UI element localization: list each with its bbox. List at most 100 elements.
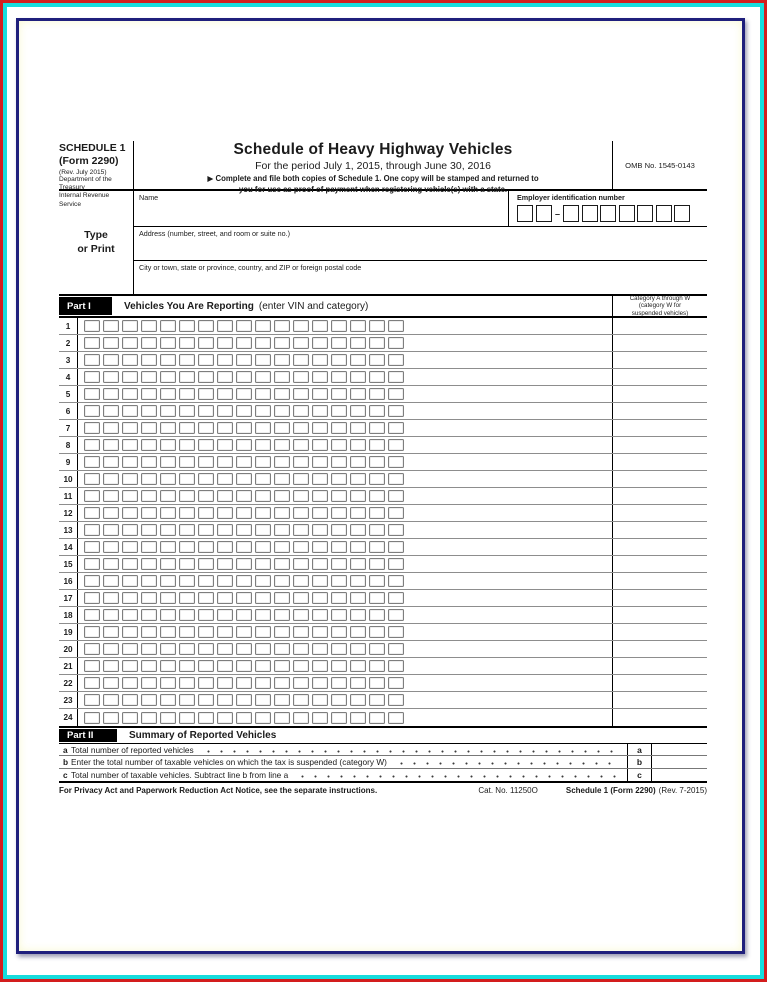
category-cell[interactable] xyxy=(612,590,707,606)
vin-character-box[interactable] xyxy=(84,337,100,349)
vin-character-box[interactable] xyxy=(274,575,290,587)
vin-character-box[interactable] xyxy=(103,473,119,485)
vin-character-box[interactable] xyxy=(255,320,271,332)
vin-character-box[interactable] xyxy=(293,490,309,502)
category-cell[interactable] xyxy=(612,437,707,453)
vin-character-box[interactable] xyxy=(236,337,252,349)
vin-character-box[interactable] xyxy=(388,677,404,689)
vin-character-box[interactable] xyxy=(103,354,119,366)
vin-character-box[interactable] xyxy=(84,711,100,724)
vin-character-box[interactable] xyxy=(160,439,176,451)
vin-character-box[interactable] xyxy=(179,320,195,332)
vin-character-box[interactable] xyxy=(350,371,366,383)
vin-character-box[interactable] xyxy=(255,541,271,553)
category-cell[interactable] xyxy=(612,386,707,402)
vin-character-box[interactable] xyxy=(331,711,347,724)
vin-character-box[interactable] xyxy=(312,677,328,689)
vin-character-box[interactable] xyxy=(274,439,290,451)
vin-character-box[interactable] xyxy=(293,354,309,366)
vin-character-box[interactable] xyxy=(388,490,404,502)
vin-character-box[interactable] xyxy=(255,354,271,366)
vin-character-box[interactable] xyxy=(217,371,233,383)
vin-character-box[interactable] xyxy=(84,405,100,417)
vin-character-box[interactable] xyxy=(198,626,214,638)
vin-character-box[interactable] xyxy=(217,694,233,706)
vin-character-box[interactable] xyxy=(369,354,385,366)
vin-character-box[interactable] xyxy=(255,609,271,621)
vin-character-box[interactable] xyxy=(84,320,100,332)
vin-character-box[interactable] xyxy=(179,694,195,706)
vin-character-box[interactable] xyxy=(255,694,271,706)
vin-character-box[interactable] xyxy=(122,388,138,400)
vin-character-box[interactable] xyxy=(122,541,138,553)
vin-character-box[interactable] xyxy=(388,660,404,672)
vin-character-box[interactable] xyxy=(369,405,385,417)
vin-character-box[interactable] xyxy=(293,337,309,349)
vin-character-box[interactable] xyxy=(312,422,328,434)
category-cell[interactable] xyxy=(612,420,707,436)
ein-digit-box[interactable] xyxy=(563,205,580,222)
vin-character-box[interactable] xyxy=(293,439,309,451)
vin-character-box[interactable] xyxy=(141,558,157,570)
vin-character-box[interactable] xyxy=(160,677,176,689)
vin-character-box[interactable] xyxy=(369,609,385,621)
vin-character-box[interactable] xyxy=(274,643,290,655)
vin-character-box[interactable] xyxy=(388,694,404,706)
vin-character-box[interactable] xyxy=(255,473,271,485)
vin-character-box[interactable] xyxy=(217,405,233,417)
vin-character-box[interactable] xyxy=(274,473,290,485)
vin-character-box[interactable] xyxy=(198,422,214,434)
vin-character-box[interactable] xyxy=(84,354,100,366)
vin-character-box[interactable] xyxy=(293,422,309,434)
vin-character-box[interactable] xyxy=(179,677,195,689)
vin-character-box[interactable] xyxy=(350,524,366,536)
vin-character-box[interactable] xyxy=(369,643,385,655)
vin-character-box[interactable] xyxy=(255,439,271,451)
vin-character-box[interactable] xyxy=(84,422,100,434)
vin-character-box[interactable] xyxy=(122,422,138,434)
vin-character-box[interactable] xyxy=(350,677,366,689)
vin-character-box[interactable] xyxy=(312,490,328,502)
vin-character-box[interactable] xyxy=(369,490,385,502)
vin-character-box[interactable] xyxy=(160,609,176,621)
vin-character-box[interactable] xyxy=(331,354,347,366)
vin-character-box[interactable] xyxy=(312,643,328,655)
vin-character-box[interactable] xyxy=(236,558,252,570)
vin-character-box[interactable] xyxy=(274,558,290,570)
vin-character-box[interactable] xyxy=(350,439,366,451)
vin-character-box[interactable] xyxy=(293,371,309,383)
vin-character-box[interactable] xyxy=(255,592,271,604)
vin-character-box[interactable] xyxy=(274,711,290,724)
category-cell[interactable] xyxy=(612,607,707,623)
vin-character-box[interactable] xyxy=(198,371,214,383)
vin-character-box[interactable] xyxy=(369,626,385,638)
vin-character-box[interactable] xyxy=(217,609,233,621)
vin-character-box[interactable] xyxy=(293,320,309,332)
vin-character-box[interactable] xyxy=(274,354,290,366)
vin-character-box[interactable] xyxy=(103,337,119,349)
vin-character-box[interactable] xyxy=(350,592,366,604)
vin-character-box[interactable] xyxy=(293,643,309,655)
vin-character-box[interactable] xyxy=(179,405,195,417)
vin-character-box[interactable] xyxy=(160,337,176,349)
vin-character-box[interactable] xyxy=(312,711,328,724)
vin-character-box[interactable] xyxy=(141,677,157,689)
vin-character-box[interactable] xyxy=(122,609,138,621)
vin-character-box[interactable] xyxy=(331,456,347,468)
category-cell[interactable] xyxy=(612,505,707,521)
vin-character-box[interactable] xyxy=(179,456,195,468)
vin-character-box[interactable] xyxy=(141,694,157,706)
vin-character-box[interactable] xyxy=(350,320,366,332)
vin-character-box[interactable] xyxy=(331,575,347,587)
vin-character-box[interactable] xyxy=(312,337,328,349)
vin-character-box[interactable] xyxy=(255,575,271,587)
vin-character-box[interactable] xyxy=(369,541,385,553)
vin-character-box[interactable] xyxy=(103,422,119,434)
vin-character-box[interactable] xyxy=(388,337,404,349)
vin-character-box[interactable] xyxy=(84,490,100,502)
vin-character-box[interactable] xyxy=(236,524,252,536)
vin-character-box[interactable] xyxy=(255,422,271,434)
vin-character-box[interactable] xyxy=(369,575,385,587)
vin-character-box[interactable] xyxy=(198,490,214,502)
vin-character-box[interactable] xyxy=(255,388,271,400)
